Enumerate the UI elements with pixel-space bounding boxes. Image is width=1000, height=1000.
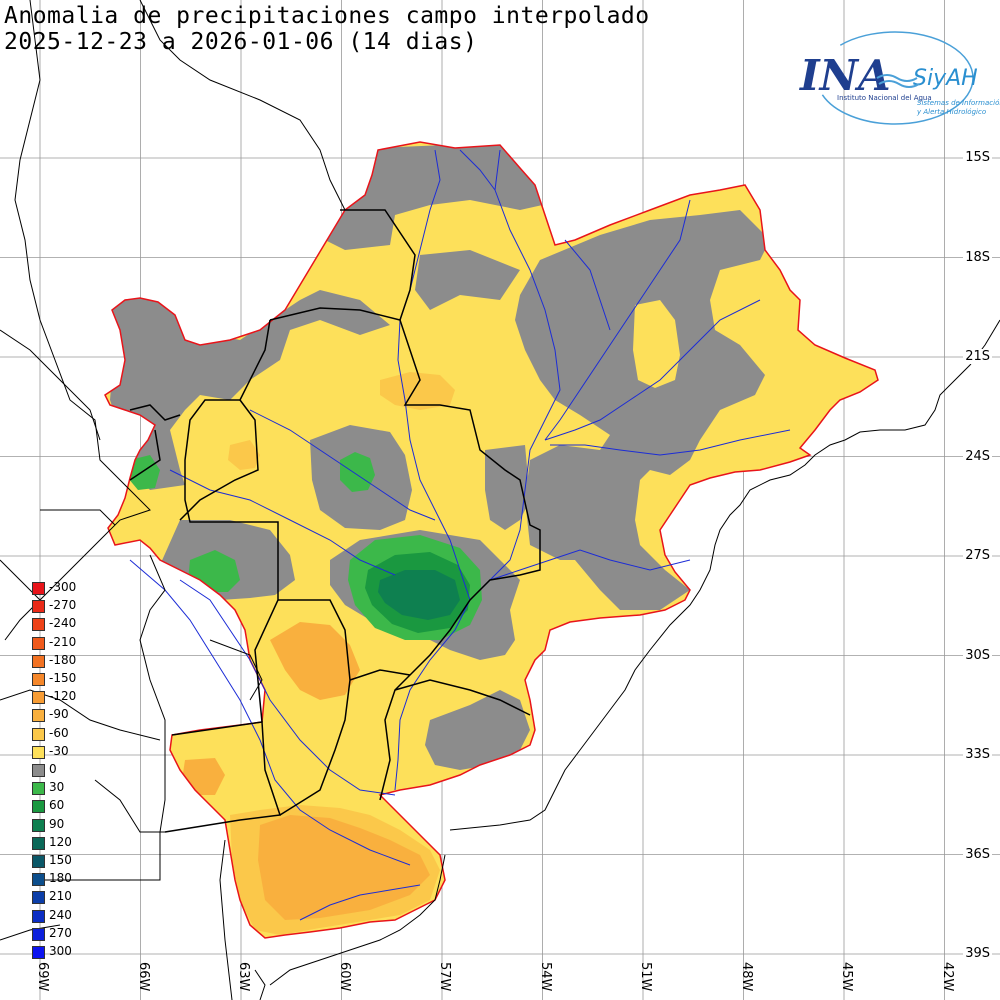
legend-item: -90 — [32, 707, 92, 725]
legend-value: 150 — [49, 853, 72, 867]
legend-value: 120 — [49, 834, 72, 849]
coastline — [269, 319, 1000, 986]
basin-outline — [104, 141, 879, 939]
longitude-label: 48W — [738, 962, 754, 992]
legend-swatch — [32, 727, 45, 741]
logo-ina-text: INA — [799, 51, 891, 100]
legend-value: -300 — [49, 580, 77, 594]
legend-value: 270 — [49, 925, 72, 940]
longitude-label: 42W — [939, 962, 955, 992]
legend-item: -300 — [32, 580, 92, 598]
legend-item: -60 — [32, 726, 92, 744]
legend-item: 210 — [32, 889, 92, 907]
legend-swatch — [32, 909, 45, 923]
legend-item: -210 — [32, 635, 92, 653]
latitude-label: 21S — [963, 349, 992, 364]
longitude-label: 57W — [437, 962, 452, 992]
legend-swatch — [32, 836, 45, 850]
legend-swatch — [32, 582, 45, 595]
legend-swatch — [32, 764, 45, 777]
latitude-label: 24S — [963, 448, 992, 464]
legend-value: -270 — [49, 598, 77, 613]
longitude-label: 54W — [537, 962, 553, 992]
legend-value: -60 — [49, 725, 69, 740]
legend-swatch — [32, 709, 45, 723]
legend-value: -30 — [49, 743, 69, 758]
legend-item: 270 — [32, 926, 92, 944]
legend-swatch — [32, 873, 45, 887]
map-title: Anomalia de precipitaciones campo interp… — [4, 3, 650, 29]
legend-swatch — [32, 800, 45, 814]
legend-value: -150 — [49, 671, 77, 685]
legend-swatch — [32, 782, 45, 796]
legend-item: 150 — [32, 853, 92, 871]
legend-swatch — [32, 654, 45, 668]
legend-item: 180 — [32, 871, 92, 889]
legend-value: 90 — [49, 816, 65, 831]
latitude-label: 36S — [963, 846, 992, 862]
legend-item: -270 — [32, 598, 92, 616]
longitude-label: 66W — [135, 962, 151, 992]
legend-swatch — [32, 673, 45, 686]
legend-item: -240 — [32, 616, 92, 634]
ina-siyah-logo: INA SiyAH Instituto Nacional del Agua Si… — [799, 31, 1000, 125]
legend-item: 300 — [32, 944, 92, 962]
legend-item: 240 — [32, 908, 92, 926]
political-borders — [129, 209, 541, 833]
legend-swatch — [32, 636, 45, 650]
legend-swatch — [32, 618, 45, 632]
longitude-label: 51W — [638, 962, 653, 992]
legend-value: -90 — [49, 707, 69, 722]
longitude-label: 69W — [35, 962, 50, 992]
legend-value: 300 — [49, 944, 72, 958]
legend-value: -180 — [49, 652, 77, 667]
longitude-label: 63W — [236, 962, 251, 992]
logo-tagline1: Sistemas de Información — [917, 99, 1000, 107]
legend-item: -30 — [32, 744, 92, 762]
legend-swatch — [32, 691, 45, 705]
longitude-label: 60W — [336, 962, 352, 992]
legend-value: -120 — [49, 689, 77, 704]
legend-value: -240 — [49, 616, 77, 631]
legend-swatch — [32, 855, 45, 868]
legend-swatch — [32, 891, 45, 905]
latitude-label: 33S — [963, 747, 992, 762]
legend-swatch — [32, 946, 45, 959]
legend-value: 60 — [49, 798, 65, 813]
logo-tagline2: y Alerta Hidrológico — [916, 108, 986, 116]
latitude-label: 18S — [963, 249, 992, 265]
legend-value: -210 — [49, 634, 77, 649]
latitude-label: 30S — [963, 647, 992, 663]
legend-item: 120 — [32, 835, 92, 853]
legend-item: 90 — [32, 817, 92, 835]
legend-item: -120 — [32, 689, 92, 707]
latitude-label: 27S — [963, 548, 992, 563]
legend-item: 0 — [32, 762, 92, 780]
legend-swatch — [32, 927, 45, 941]
logo-org-text: Instituto Nacional del Agua — [837, 94, 932, 102]
legend-value: 0 — [49, 762, 57, 776]
latitude-label: 15S — [963, 150, 992, 165]
legend-item: 30 — [32, 780, 92, 798]
legend-item: 60 — [32, 798, 92, 816]
legend-item: -180 — [32, 653, 92, 671]
latitude-label: 39S — [963, 946, 992, 961]
legend-swatch — [32, 745, 45, 759]
legend-value: 180 — [49, 871, 72, 886]
legend-swatch — [32, 600, 45, 614]
legend-swatch — [32, 818, 45, 832]
legend-value: 240 — [49, 907, 72, 922]
map-date-range: 2025-12-23 a 2026-01-06 (14 dias) — [4, 29, 478, 55]
legend-item: -150 — [32, 671, 92, 689]
legend-value: 30 — [49, 780, 65, 795]
longitude-label: 45W — [839, 962, 854, 992]
logo-siyah-text: SiyAH — [913, 66, 978, 91]
legend-value: 210 — [49, 889, 72, 904]
